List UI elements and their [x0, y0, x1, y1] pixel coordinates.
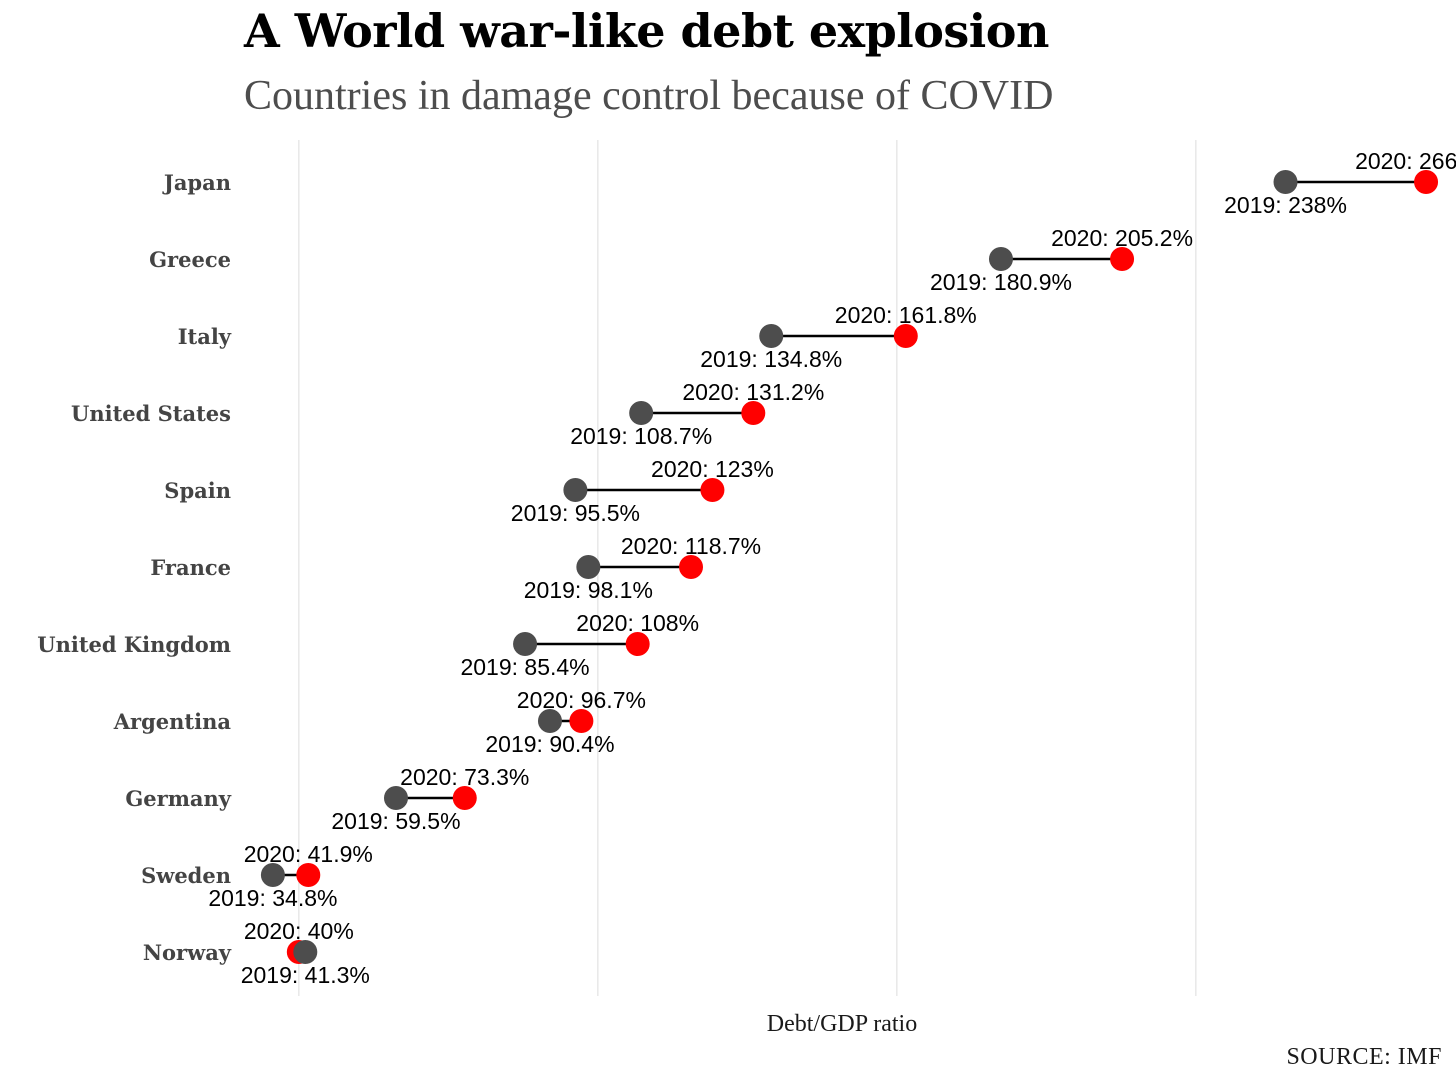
label-2019: 2019: 95.5% [511, 500, 640, 526]
point-2019 [1273, 170, 1298, 194]
label-2019: 2019: 98.1% [524, 577, 653, 603]
category-label: Greece [149, 247, 231, 272]
category-label: Argentina [113, 709, 232, 734]
label-2020: 2020: 73.3% [400, 764, 529, 790]
chart-title: A World war-like debt explosion [244, 4, 1049, 58]
point-2019 [537, 709, 562, 733]
category-labels: Japan Greece Italy United States Spain France… [37, 170, 232, 965]
point-2020 [700, 478, 725, 502]
grid-lines [298, 140, 1197, 996]
point-2020 [893, 324, 918, 348]
chart-subtitle: Countries in damage control because of C… [244, 73, 1054, 119]
label-2019: 2019: 108.7% [570, 423, 712, 449]
source-note: SOURCE: IMF [1286, 1044, 1442, 1070]
label-2020: 2020: 41.9% [244, 841, 373, 867]
category-label: Germany [125, 786, 231, 811]
value-labels: 2020: 266.2% 2019: 238% 2020: 205.2% 2019: … [208, 148, 1456, 988]
point-2019 [759, 324, 784, 348]
point-2020 [452, 786, 477, 810]
point-2020 [1110, 247, 1135, 271]
label-2020: 2020: 40% [244, 918, 354, 944]
label-2019: 2019: 59.5% [331, 808, 460, 834]
category-label: Spain [164, 478, 231, 503]
label-2019: 2019: 180.9% [930, 269, 1072, 295]
point-2020 [569, 709, 594, 733]
point-2020 [1414, 170, 1439, 194]
label-2020: 2020: 205.2% [1051, 225, 1193, 251]
label-2019: 2019: 134.8% [700, 346, 842, 372]
category-label: Sweden [141, 863, 231, 888]
category-label: Japan [162, 170, 231, 195]
point-2019 [988, 247, 1013, 271]
category-label: Norway [143, 940, 232, 965]
label-2020: 2020: 266.2% [1355, 148, 1456, 174]
label-2019: 2019: 41.3% [241, 962, 370, 988]
category-label: United Kingdom [37, 632, 231, 657]
point-2019 [576, 555, 601, 579]
label-2020: 2020: 131.2% [682, 379, 824, 405]
category-label: United States [71, 401, 231, 426]
label-2019: 2019: 90.4% [485, 731, 614, 757]
category-label: France [150, 555, 231, 580]
label-2019: 2019: 34.8% [208, 885, 337, 911]
point-2020 [296, 863, 321, 887]
point-2019 [260, 863, 285, 887]
label-2020: 2020: 108% [576, 610, 699, 636]
label-2020: 2020: 123% [651, 456, 774, 482]
label-2019: 2019: 238% [1224, 192, 1347, 218]
point-2019 [563, 478, 588, 502]
point-2019 [513, 632, 538, 656]
chart-marks [260, 170, 1439, 964]
label-2020: 2020: 96.7% [517, 687, 646, 713]
label-2019: 2019: 85.4% [460, 654, 589, 680]
point-2020 [625, 632, 650, 656]
label-2020: 2020: 118.7% [621, 533, 761, 559]
point-2020 [741, 401, 766, 425]
point-2020 [679, 555, 704, 579]
label-2020: 2020: 161.8% [835, 302, 977, 328]
point-2019 [293, 940, 318, 964]
point-2019 [383, 786, 408, 810]
x-axis-title: Debt/GDP ratio [767, 1011, 917, 1037]
category-label: Italy [178, 324, 232, 349]
point-2019 [629, 401, 654, 425]
